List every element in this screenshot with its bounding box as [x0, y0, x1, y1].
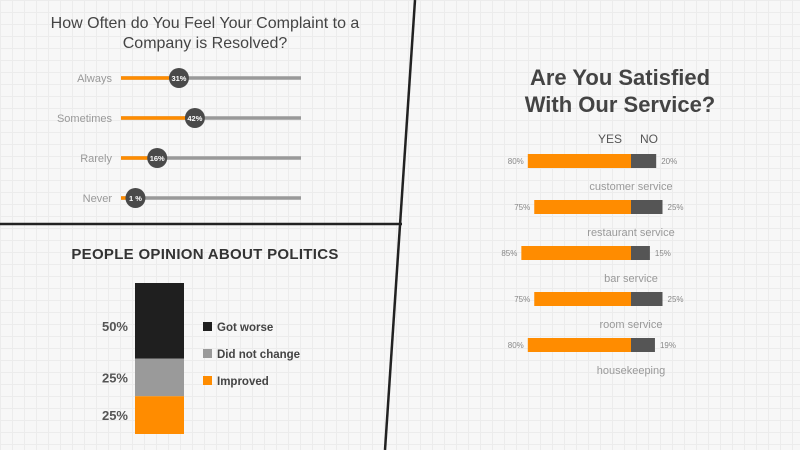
bar-no-label: 19% — [660, 341, 676, 350]
bar-yes — [521, 246, 631, 260]
legend-label: Improved — [217, 376, 269, 388]
slider-label: Never — [83, 193, 113, 205]
legend-no: NO — [640, 132, 658, 146]
slider-label: Rarely — [80, 153, 112, 165]
stack-value-label: 50% — [102, 319, 128, 334]
bar-no-label: 25% — [668, 203, 684, 212]
bar-no — [631, 154, 657, 168]
bar-yes-label: 75% — [514, 203, 530, 212]
slider-knob — [147, 148, 168, 168]
bar-yes — [527, 338, 631, 352]
complaint-chart-title: How Often do You Feel Your Complaint to … — [50, 15, 360, 52]
bar-yes-label: 75% — [514, 295, 530, 304]
category-label: bar service — [604, 273, 658, 285]
slider-label: Sometimes — [57, 113, 113, 125]
slider-value-label: 31% — [171, 74, 186, 83]
bar-yes — [534, 292, 631, 306]
politics-chart-title: PEOPLE OPINION ABOUT POLITICS — [71, 246, 339, 263]
legend-label: Got worse — [217, 322, 273, 334]
stack-value-label: 25% — [102, 408, 128, 423]
category-label: customer service — [589, 181, 672, 193]
bar-no — [631, 246, 650, 260]
category-label: restaurant service — [587, 227, 674, 239]
slider-knob — [168, 68, 189, 88]
satisfaction-chart-title: Are You Satisfied With Our Service? — [524, 65, 716, 117]
legend-swatch — [203, 322, 212, 331]
bar-no-label: 20% — [661, 157, 677, 166]
divider-diagonal — [383, 0, 417, 450]
bar-no — [631, 200, 663, 214]
stack-value-label: 25% — [102, 370, 128, 385]
bar-no — [631, 338, 655, 352]
stack-segment-did-not-change — [135, 358, 184, 397]
stack-segment-improved — [135, 396, 184, 434]
bar-yes-label: 80% — [508, 341, 524, 350]
bar-no — [631, 292, 663, 306]
legend-swatch — [203, 376, 212, 385]
legend-label: Did not change — [217, 349, 300, 361]
slider-knob — [184, 108, 205, 128]
bar-yes — [527, 154, 631, 168]
bar-no-label: 25% — [668, 295, 684, 304]
category-label: room service — [600, 319, 663, 331]
bar-yes-label: 80% — [508, 157, 524, 166]
slider-value-label: 16% — [150, 154, 165, 163]
slider-value-label: 42% — [187, 114, 202, 123]
bar-yes-label: 85% — [501, 249, 517, 258]
category-label: housekeeping — [597, 365, 666, 377]
legend-swatch — [203, 349, 212, 358]
slider-label: Always — [77, 73, 112, 85]
legend-yes: YES — [598, 132, 622, 146]
stack-segment-got-worse — [135, 283, 184, 359]
bar-yes — [534, 200, 631, 214]
slider-value-label: 1 % — [129, 194, 142, 203]
slider-knob — [125, 188, 146, 208]
bar-no-label: 15% — [655, 249, 671, 258]
